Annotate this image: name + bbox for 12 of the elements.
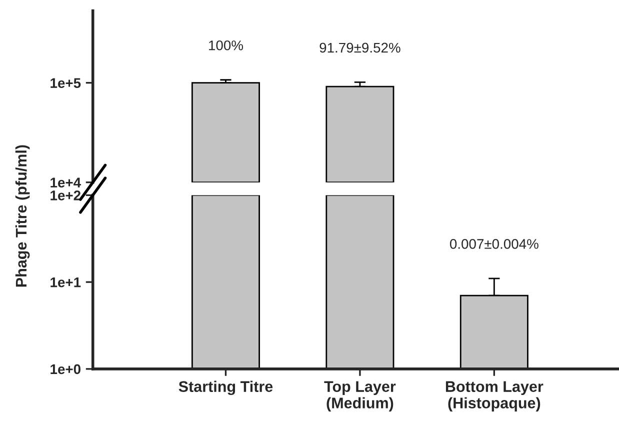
x-tick-label: Starting Titre <box>178 380 273 396</box>
annotation: 0.007±0.004% <box>450 239 538 249</box>
x-tick-label: Bottom Layer (Histopaque) <box>446 381 544 412</box>
y-tick-label: 1e+2 <box>50 190 80 200</box>
x-tick-label: Top Layer (Medium) <box>324 381 396 412</box>
annotation: 100% <box>209 40 243 50</box>
y-tick-label: 1e+5 <box>50 78 81 88</box>
y-tick-label: 1e+4 <box>50 178 81 188</box>
y-tick-label: 1e+0 <box>50 364 80 374</box>
annotation: 91.79±9.52% <box>320 42 400 53</box>
y-axis-title: Phage Titre (pfu/ml) <box>15 145 30 287</box>
y-tick-label: 1e+1 <box>50 278 81 288</box>
